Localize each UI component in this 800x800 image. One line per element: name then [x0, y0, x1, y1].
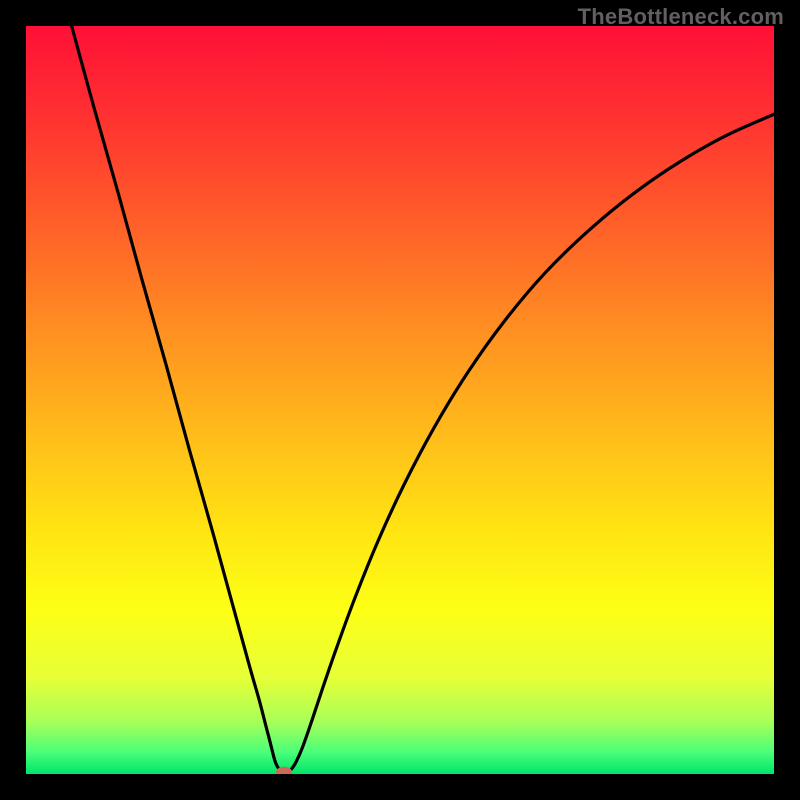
- bottleneck-plot: [0, 0, 800, 800]
- chart-root: TheBottleneck.com: [0, 0, 800, 800]
- watermark-label: TheBottleneck.com: [578, 4, 784, 30]
- gradient-background: [26, 26, 774, 774]
